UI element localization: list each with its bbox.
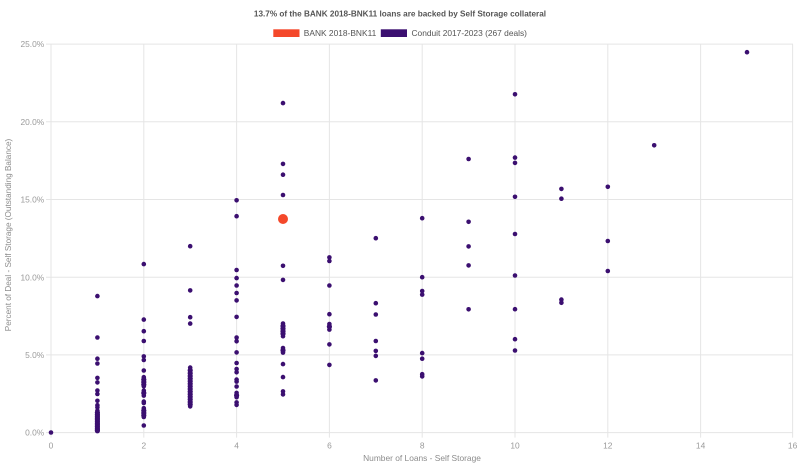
svg-text:Percent of Deal - Self Storage: Percent of Deal - Self Storage (Outstand… xyxy=(4,138,13,331)
svg-text:5.0%: 5.0% xyxy=(25,350,45,360)
svg-text:6: 6 xyxy=(327,441,332,451)
svg-text:2: 2 xyxy=(141,441,146,451)
svg-text:0: 0 xyxy=(49,441,54,451)
svg-text:16: 16 xyxy=(788,441,798,451)
svg-text:12: 12 xyxy=(603,441,613,451)
svg-text:8: 8 xyxy=(420,441,425,451)
svg-text:Conduit 2017-2023 (267 deals): Conduit 2017-2023 (267 deals) xyxy=(412,28,528,38)
svg-text:10.0%: 10.0% xyxy=(20,272,44,282)
svg-text:25.0%: 25.0% xyxy=(20,39,44,49)
svg-text:20.0%: 20.0% xyxy=(20,117,44,127)
svg-text:10: 10 xyxy=(510,441,520,451)
svg-text:0.0%: 0.0% xyxy=(25,428,45,438)
svg-text:4: 4 xyxy=(234,441,239,451)
svg-text:BANK 2018-BNK11: BANK 2018-BNK11 xyxy=(304,28,377,38)
svg-text:13.7% of the BANK 2018-BNK11 l: 13.7% of the BANK 2018-BNK11 loans are b… xyxy=(254,10,546,19)
svg-text:Number of Loans - Self Storage: Number of Loans - Self Storage xyxy=(363,453,481,463)
svg-text:14: 14 xyxy=(696,441,706,451)
svg-text:15.0%: 15.0% xyxy=(20,195,44,205)
